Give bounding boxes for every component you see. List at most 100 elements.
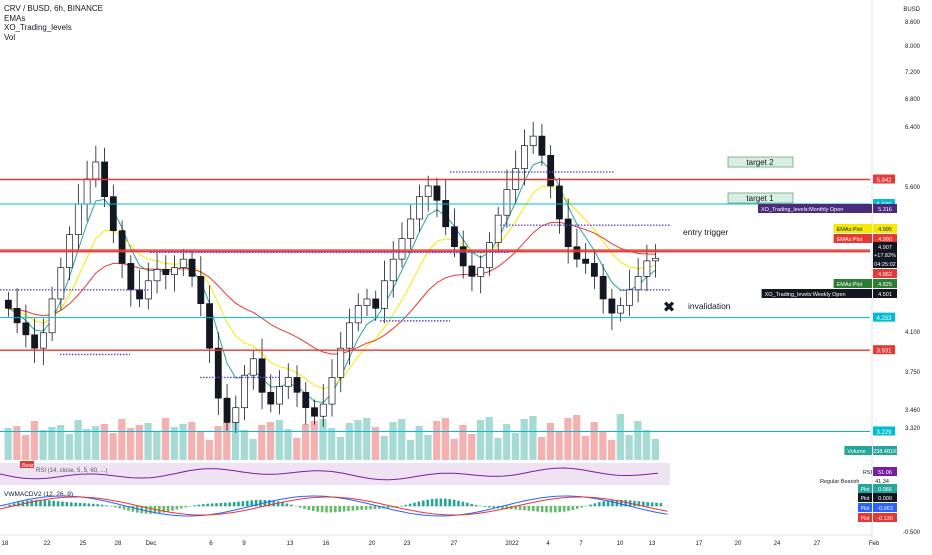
macd-histogram-bar: [426, 500, 429, 507]
currency-label: BUSD: [903, 7, 920, 13]
volume-bar: [328, 428, 335, 460]
macd-histogram-bar: [484, 506, 487, 507]
time-tick-label: 20: [369, 541, 376, 547]
macd-histogram-bar: [580, 506, 583, 508]
candle-body: [600, 276, 606, 299]
macd-histogram-bar: [519, 506, 522, 510]
time-tick-label: 9: [242, 541, 246, 547]
macd-histogram-bar: [193, 505, 196, 506]
price-tag-value: 4.862: [878, 272, 892, 278]
candle-body: [618, 305, 624, 313]
volume-bar: [468, 434, 475, 460]
volume-bar: [372, 427, 379, 460]
volume-bar: [564, 418, 571, 460]
price-tick-label: 7.200: [905, 70, 921, 76]
macd-histogram-bar: [92, 504, 95, 507]
volume-bar: [424, 435, 431, 460]
macd-histogram-bar: [184, 506, 187, 507]
candle-body: [58, 268, 64, 299]
candle-body: [416, 197, 422, 219]
entry-trigger-label: entry trigger: [683, 227, 729, 237]
volume-bar: [529, 416, 536, 460]
candle-body: [390, 259, 396, 281]
macd-plot-label: Plot: [861, 506, 870, 512]
price-tick-label: 4.100: [905, 330, 921, 336]
candle-body: [189, 259, 195, 276]
price-tick-label: 6.800: [905, 97, 921, 103]
volume-bar: [346, 423, 353, 460]
price-tag-label: EMAs:Plot: [837, 282, 863, 288]
legend-xo-levels[interactable]: XO_Trading_levels: [4, 23, 103, 33]
regular-bearish-label: Regular Bearish: [820, 479, 859, 485]
time-tick-label: 13: [287, 541, 294, 547]
macd-plot-label: Plot: [861, 516, 870, 522]
macd-histogram-bar: [453, 500, 456, 507]
legend-vol[interactable]: Vol: [4, 33, 103, 43]
candle-body: [609, 299, 615, 313]
volume-bar: [127, 428, 134, 460]
volume-bar: [398, 419, 405, 460]
time-tick-label: 27: [451, 541, 458, 547]
symbol-header[interactable]: CRV / BUSD, 6h, BINANCE: [4, 4, 103, 14]
macd-histogram-bar: [149, 506, 152, 514]
volume-bar: [459, 425, 466, 460]
volume-bar: [74, 420, 81, 460]
candle-body: [574, 247, 580, 259]
candle-body: [653, 258, 659, 261]
candle-body: [119, 231, 125, 264]
candle-body: [198, 276, 204, 303]
price-tag-value: 5.316: [878, 207, 892, 213]
level-price-tag-text: 3.229: [876, 430, 892, 436]
macd-histogram-bar: [343, 506, 346, 512]
macd-histogram-bar: [660, 503, 663, 506]
price-tag-value: 238.481K: [873, 449, 897, 455]
macd-histogram-bar: [550, 506, 553, 512]
macd-histogram-bar: [572, 506, 575, 510]
price-tick-label: 8.600: [905, 20, 921, 26]
candle-body: [478, 268, 484, 277]
macd-histogram-bar: [303, 506, 306, 509]
macd-histogram-bar: [330, 506, 333, 512]
macd-histogram-bar: [233, 502, 236, 506]
candle-body: [565, 219, 571, 247]
candle-body: [23, 323, 29, 335]
macd-histogram-bar: [114, 506, 117, 507]
legend-ema[interactable]: EMAs: [4, 14, 103, 24]
rsi-value-label: RSI: [863, 470, 873, 476]
volume-bar: [171, 427, 178, 460]
price-tag-label: EMAs:Plot: [837, 227, 863, 233]
macd-histogram-bar: [61, 502, 64, 507]
macd-value: -0.063: [877, 506, 893, 512]
target-2-label: target 2: [746, 158, 774, 167]
ema-slow-line: [8, 222, 655, 354]
candle-body: [425, 186, 431, 197]
macd-histogram-bar: [224, 503, 227, 507]
time-tick-label: 6: [209, 541, 213, 547]
time-tick-label: 4: [546, 541, 550, 547]
macd-histogram-bar: [325, 506, 328, 512]
macd-histogram-bar: [215, 503, 218, 506]
volume-bar: [494, 438, 501, 460]
macd-histogram-bar: [321, 506, 324, 512]
time-tick-label: Feb: [869, 541, 880, 547]
volume-bar: [311, 421, 318, 460]
macd-histogram-bar: [435, 499, 438, 507]
macd-histogram-bar: [440, 499, 443, 507]
volume-bar: [22, 435, 29, 460]
volume-bar: [626, 435, 633, 460]
candle-body: [556, 186, 562, 219]
macd-histogram-bar: [651, 502, 654, 506]
candle-body: [171, 268, 177, 275]
candle-body: [434, 186, 440, 200]
macd-histogram-bar: [290, 505, 293, 507]
macd-histogram-bar: [475, 505, 478, 506]
time-tick-label: 10: [617, 541, 624, 547]
macd-histogram-bar: [462, 502, 465, 507]
macd-histogram-bar: [123, 506, 126, 510]
candle-body: [128, 263, 134, 289]
macd-histogram-bar: [457, 501, 460, 507]
volume-bar: [179, 424, 186, 460]
macd-histogram-bar: [387, 506, 390, 508]
volume-bar: [66, 434, 73, 460]
time-tick-label: 17: [696, 541, 703, 547]
